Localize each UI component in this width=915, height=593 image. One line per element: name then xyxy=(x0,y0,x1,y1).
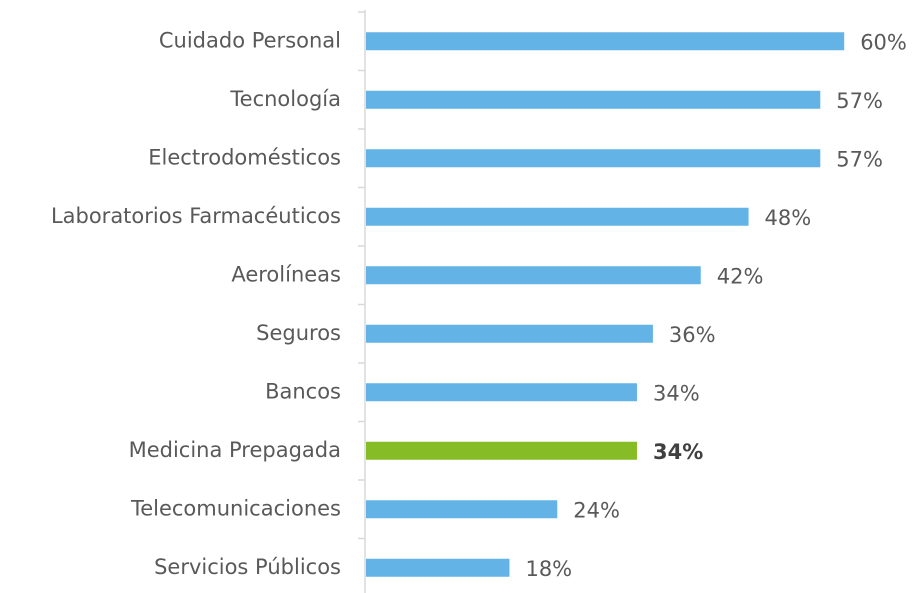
value-label: 36% xyxy=(669,323,716,347)
value-label: 48% xyxy=(765,206,812,230)
bar xyxy=(366,500,558,519)
value-label: 34% xyxy=(653,440,703,464)
value-label: 57% xyxy=(836,89,883,113)
category-label: Tecnología xyxy=(229,87,341,111)
category-label: Servicios Públicos xyxy=(154,555,341,579)
bar xyxy=(366,558,510,577)
bar xyxy=(366,266,701,285)
category-label: Medicina Prepagada xyxy=(129,438,341,462)
category-label: Cuidado Personal xyxy=(159,28,341,52)
bar xyxy=(366,324,653,343)
bar xyxy=(366,149,821,168)
bar xyxy=(366,207,749,226)
category-label: Aerolíneas xyxy=(231,262,341,286)
value-label: 42% xyxy=(717,264,764,288)
category-label: Telecomunicaciones xyxy=(130,496,341,520)
bar xyxy=(366,441,637,460)
category-label: Bancos xyxy=(265,379,341,403)
category-label: Electrodomésticos xyxy=(148,145,341,169)
bar xyxy=(366,90,821,109)
value-label: 24% xyxy=(573,498,620,522)
value-label: 18% xyxy=(525,557,572,581)
value-label: 57% xyxy=(836,147,883,171)
category-label: Laboratorios Farmacéuticos xyxy=(51,204,341,228)
value-label: 34% xyxy=(653,381,700,405)
value-label: 60% xyxy=(860,30,907,54)
bar xyxy=(366,383,637,402)
category-label: Seguros xyxy=(256,321,341,345)
bar xyxy=(366,32,845,51)
